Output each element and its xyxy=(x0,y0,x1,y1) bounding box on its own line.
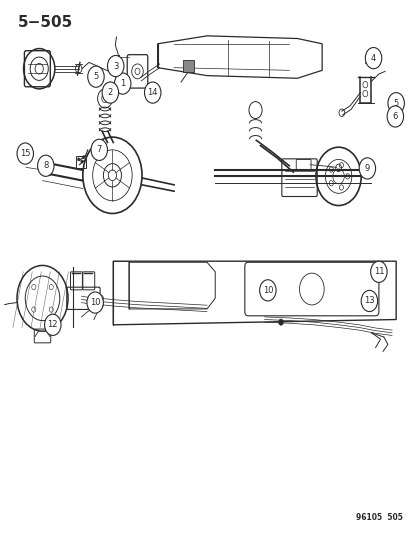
Text: 4: 4 xyxy=(370,54,375,62)
Text: 8: 8 xyxy=(43,161,48,170)
Circle shape xyxy=(17,143,33,164)
Circle shape xyxy=(82,156,85,159)
Circle shape xyxy=(259,280,275,301)
Text: 15: 15 xyxy=(20,149,31,158)
Text: 5: 5 xyxy=(393,99,398,108)
Circle shape xyxy=(386,106,403,127)
Circle shape xyxy=(358,158,375,179)
Circle shape xyxy=(87,292,103,313)
Circle shape xyxy=(102,82,118,103)
Text: 12: 12 xyxy=(47,320,58,329)
Text: 2: 2 xyxy=(107,88,113,97)
Text: 13: 13 xyxy=(363,296,374,305)
Circle shape xyxy=(360,290,377,312)
FancyBboxPatch shape xyxy=(183,60,193,72)
Text: 1: 1 xyxy=(120,79,125,88)
Text: 9: 9 xyxy=(364,164,369,173)
Circle shape xyxy=(370,261,386,282)
Circle shape xyxy=(38,155,54,176)
Text: 10: 10 xyxy=(90,298,100,307)
Circle shape xyxy=(77,158,80,161)
Circle shape xyxy=(81,160,83,163)
Circle shape xyxy=(387,93,404,114)
Circle shape xyxy=(91,139,107,160)
Circle shape xyxy=(45,314,61,335)
Text: 96105  505: 96105 505 xyxy=(356,513,402,522)
Text: 5−505: 5−505 xyxy=(18,14,73,30)
Circle shape xyxy=(144,82,161,103)
Text: 6: 6 xyxy=(392,112,397,121)
Text: 14: 14 xyxy=(147,88,158,97)
Text: 10: 10 xyxy=(262,286,273,295)
Circle shape xyxy=(107,55,123,77)
Circle shape xyxy=(278,319,283,325)
Circle shape xyxy=(364,47,381,69)
Text: 5: 5 xyxy=(93,72,98,81)
Text: 3: 3 xyxy=(113,62,118,70)
Circle shape xyxy=(114,73,131,94)
Text: 11: 11 xyxy=(373,268,383,276)
Text: 7: 7 xyxy=(96,146,102,155)
Circle shape xyxy=(97,301,102,307)
Circle shape xyxy=(88,66,104,87)
